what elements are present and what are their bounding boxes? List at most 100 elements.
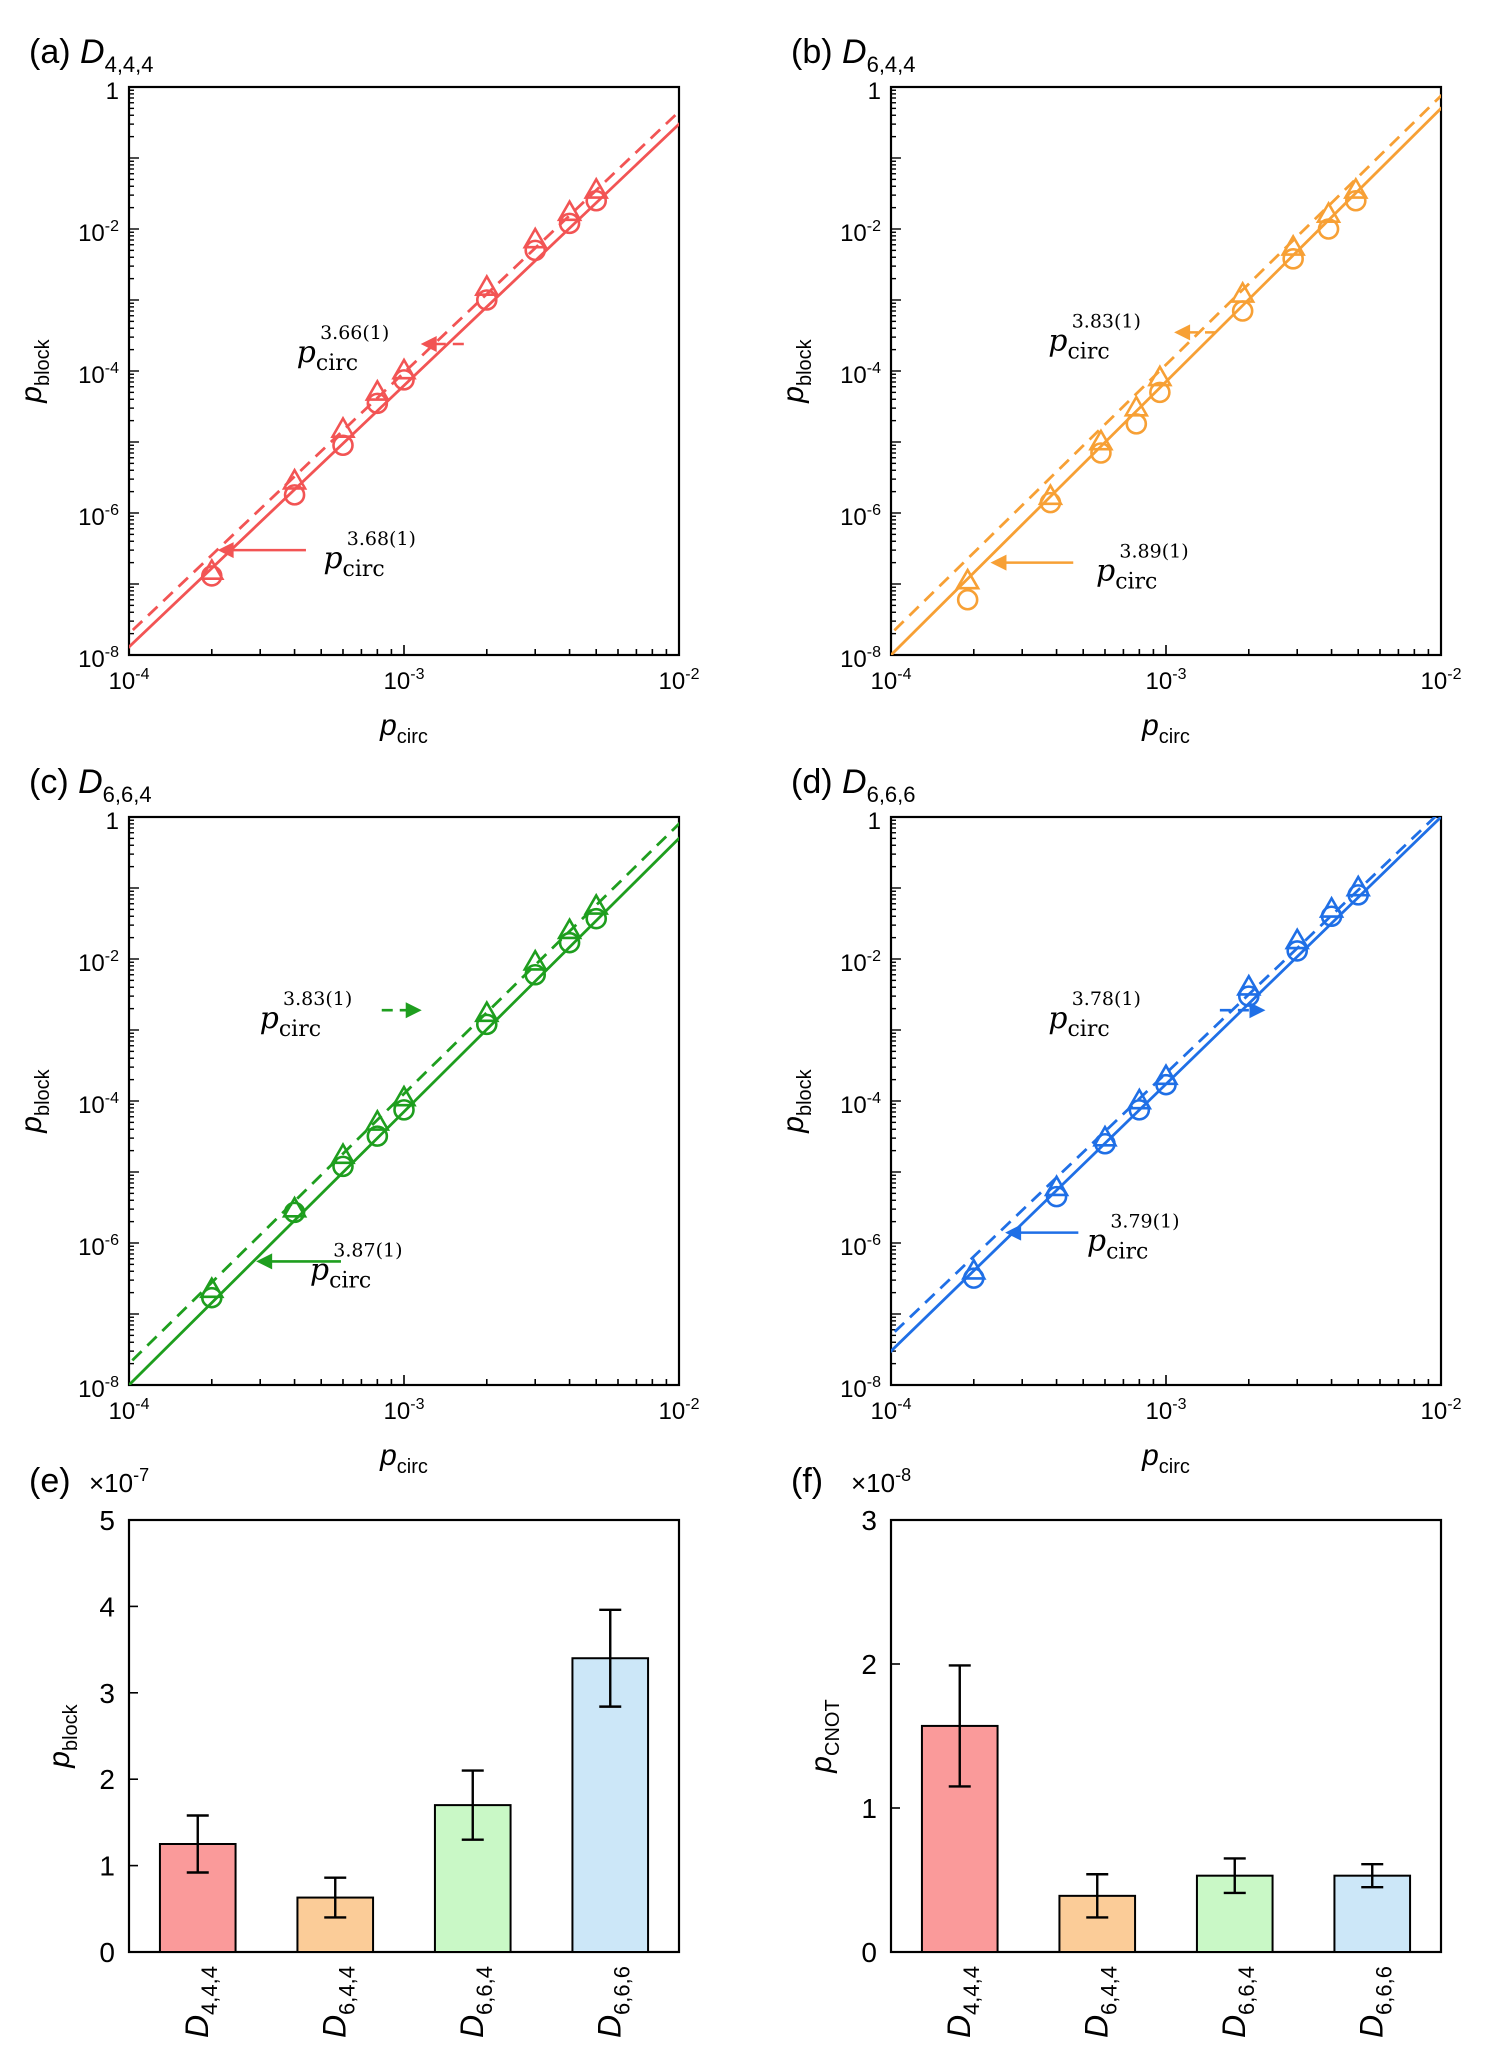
y-tick-label-exp: -4: [867, 360, 881, 377]
y-tick-label-base: 10: [840, 1234, 867, 1261]
y-axis-label: pblock: [15, 338, 54, 403]
y-tick-label-base: 10: [78, 504, 105, 531]
panel-title: (b) D6,4,4: [791, 33, 916, 77]
exponent-label-p: p: [310, 1252, 329, 1287]
fit-line-dashed: [129, 821, 679, 1366]
category-label-sub: 6,6,4: [1234, 1966, 1259, 2015]
axis-multiplier: ×10-7: [89, 1465, 149, 1498]
category-label-main: D: [1216, 2015, 1252, 2038]
y-tick-label-exp: -6: [105, 1232, 119, 1249]
y-axis-label: pblock: [15, 1068, 54, 1133]
data-point-circle: [1282, 248, 1304, 270]
y-tick-label: 10-4: [840, 360, 881, 389]
panel-label: (e): [29, 1462, 71, 1500]
data-point-triangle: [1037, 483, 1064, 506]
data-point-circle: [1128, 1099, 1151, 1121]
y-axis-label: pblock: [43, 1703, 82, 1768]
space: [71, 33, 80, 71]
y-tick-label: 3: [861, 1505, 877, 1536]
data-point-triangle: [1123, 394, 1150, 417]
fit-lines: [129, 821, 679, 1385]
axes-box: [889, 1518, 1443, 1954]
x-tick-label-exp: -2: [1447, 666, 1461, 683]
annotation-arrow-head: [405, 1002, 422, 1019]
x-tick-label: 10-2: [659, 666, 700, 695]
y-tick-label-base: 10: [840, 1092, 867, 1119]
y-tick-label-base: 10: [78, 646, 105, 673]
data-point-triangle: [1088, 428, 1114, 451]
x-tick-label: 10-3: [384, 1396, 425, 1425]
exponent-label: pcirc 3.83(1): [1048, 310, 1141, 364]
data-point-circle: [1045, 1185, 1068, 1208]
y-tick-label: 10-4: [78, 1090, 119, 1119]
y-tick-label: 1: [868, 78, 881, 105]
data-point-triangle: [556, 199, 583, 222]
category-label: D4,4,4: [179, 1966, 222, 2038]
data-point-circle: [1090, 442, 1112, 464]
data-point-triangle: [199, 557, 225, 580]
panel-title-sub: 6,6,6: [867, 782, 916, 807]
x-tick-label: 10-4: [871, 1396, 912, 1425]
y-axis-label-main: p: [15, 386, 48, 404]
y-tick-label-base: 10: [78, 1092, 105, 1119]
panel-d: (d) D6,6,610-4 10-3 10-210-810-610-410-21p…: [777, 763, 1462, 1478]
data-point-circle: [366, 392, 389, 415]
y-tick-label-exp: -6: [105, 502, 119, 519]
x-tick-label-exp: -4: [897, 666, 911, 683]
y-tick-label-exp: -4: [105, 1090, 119, 1107]
y-tick-label: 10-2: [78, 218, 119, 247]
y-tick-label-exp: -6: [867, 502, 881, 519]
category-label-sub: 4,4,4: [197, 1966, 222, 2015]
category-label-main: D: [591, 2015, 627, 2038]
x-tick-label: 10-4: [109, 666, 150, 695]
x-tick-label: 10-2: [1421, 1396, 1462, 1425]
x-tick-label-base: 10: [659, 668, 686, 695]
data-point-triangle: [364, 1108, 391, 1131]
panel-a: (a) D4,4,410-4 10-3 10-210-810-610-410-21p…: [15, 33, 700, 748]
exponent-label-p: p: [1096, 554, 1115, 589]
panel-label: (b): [791, 33, 833, 71]
space: [69, 763, 78, 801]
y-tick-label-base: 1: [106, 78, 119, 105]
x-tick-label-base: 10: [1421, 1398, 1448, 1425]
y-tick-label: 10-2: [840, 218, 881, 247]
data-point-circle: [1149, 381, 1171, 404]
y-tick-label-exp: -8: [867, 1374, 881, 1391]
y-axis-label-sub: block: [794, 1068, 816, 1116]
data-point-triangle: [474, 1000, 500, 1023]
panel-title: (d) D6,6,6: [791, 763, 916, 807]
data-point-circle: [1317, 218, 1340, 240]
y-tick-label: 4: [99, 1591, 115, 1622]
annotation-arrow-head: [990, 554, 1007, 571]
exponent-label-exp: 3.78(1): [1072, 988, 1141, 1010]
annotation-arrow-head: [217, 542, 234, 559]
y-tick-label-base: 10: [840, 362, 867, 389]
data-point-triangle: [522, 948, 548, 971]
x-axis-label-sub: circ: [1159, 1456, 1190, 1478]
y-axis-label-sub: block: [60, 1703, 82, 1751]
category-label-sub: 6,6,4: [472, 1966, 497, 2015]
x-tick-label-base: 10: [384, 1398, 411, 1425]
x-axis-label-main: p: [379, 1439, 397, 1472]
exponent-label-exp: 3.79(1): [1110, 1211, 1179, 1233]
data-point-triangle: [474, 273, 500, 296]
data-point-triangle: [1284, 927, 1310, 950]
y-tick-label-base: 10: [840, 646, 867, 673]
data-point-circle: [1125, 413, 1148, 435]
y-axis-label-main: p: [15, 1116, 48, 1134]
y-tick-label: 10-6: [78, 1232, 119, 1261]
x-tick-label-base: 10: [871, 668, 898, 695]
panel-title: (a) D4,4,4: [29, 33, 154, 77]
x-axis-label-main: p: [1141, 709, 1159, 742]
axis-multiplier-base: ×10: [851, 1468, 895, 1498]
x-axis-label: pcirc: [379, 1439, 428, 1478]
y-axis-label-main: p: [777, 386, 810, 404]
data-point-triangle: [1153, 1063, 1179, 1086]
x-tick-label-base: 10: [384, 668, 411, 695]
fit-lines: [129, 109, 679, 649]
data-point-circle: [558, 931, 581, 954]
x-tick-label-exp: -3: [410, 666, 424, 683]
exponent-label-sub: circ: [1067, 1017, 1109, 1042]
category-label-sub: 6,6,6: [1371, 1966, 1396, 2015]
